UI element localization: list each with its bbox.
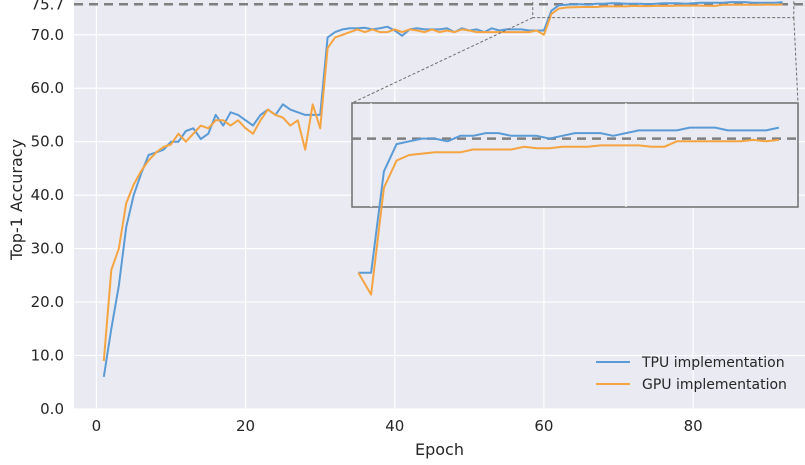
y-tick-label: 0.0: [40, 400, 64, 418]
zoom-connector: [793, 17, 799, 104]
y-tick-label: 30.0: [31, 240, 64, 258]
y-tick-label: 40.0: [31, 186, 64, 204]
y-axis-label: Top-1 Accuracy: [7, 139, 26, 261]
x-tick-label: 40: [385, 417, 404, 435]
x-tick-labels: 0 20 40 60 80: [92, 417, 703, 435]
y-tick-labels: 0.0 10.0 20.0 30.0 40.0 50.0 60.0 70.0 75.7: [31, 0, 64, 418]
legend-label-tpu: TPU implementation: [641, 355, 785, 371]
x-tick-label: 20: [236, 417, 255, 435]
legend: TPU implementation GPU implementation: [596, 355, 787, 393]
x-tick-label: 80: [684, 417, 703, 435]
x-axis-label: Epoch: [415, 440, 464, 459]
y-tick-label: 75.7: [31, 0, 64, 13]
y-tick-label: 50.0: [31, 133, 64, 151]
y-tick-label: 60.0: [31, 79, 64, 97]
y-tick-label: 70.0: [31, 26, 64, 44]
zoom-source-box: [532, 0, 795, 19]
inset-zoom: [351, 0, 799, 296]
x-tick-label: 0: [92, 417, 102, 435]
zoom-connector: [351, 17, 533, 104]
series-lines: [102, 1, 783, 378]
x-tick-label: 60: [534, 417, 553, 435]
y-tick-label: 10.0: [31, 347, 64, 365]
series-line-gpu: [102, 3, 783, 361]
inset-series-line-gpu: [357, 138, 780, 296]
legend-label-gpu: GPU implementation: [642, 377, 787, 393]
y-tick-label: 20.0: [31, 293, 64, 311]
inset-series-line-tpu: [358, 126, 780, 274]
inset-frame: [351, 102, 799, 208]
series-line-tpu: [102, 1, 783, 378]
